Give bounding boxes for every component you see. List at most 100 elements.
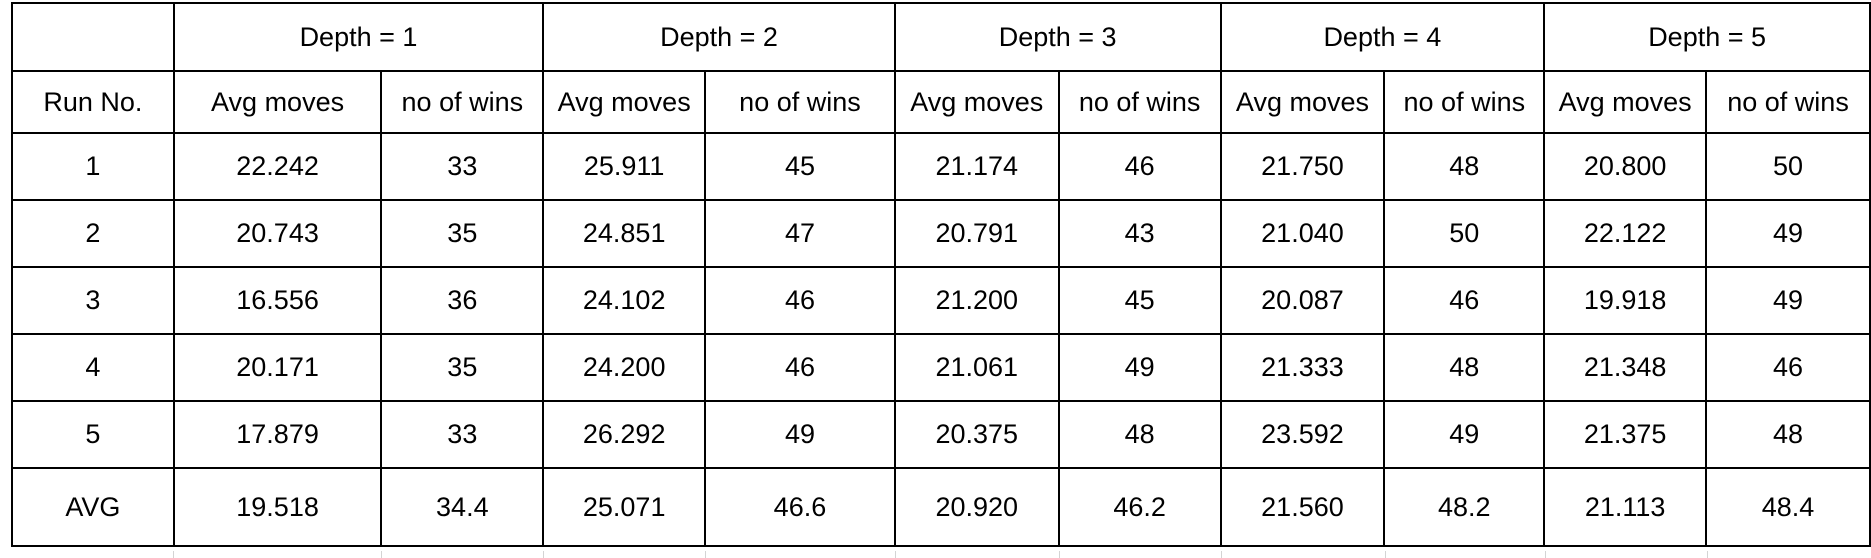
average-cell[interactable]: 19.518 [172, 467, 383, 547]
data-cell[interactable]: 23.592 [1219, 400, 1386, 469]
data-cell[interactable]: 48 [1057, 400, 1222, 469]
table-row: 1 22.242 33 25.911 45 21.174 46 21.750 4… [11, 132, 1871, 201]
grid-divider [895, 551, 896, 558]
grid-divider [1545, 551, 1546, 558]
depth-group-header[interactable]: Depth = 5 [1543, 2, 1871, 72]
data-cell[interactable]: 46 [704, 333, 896, 402]
run-number-cell[interactable]: 5 [11, 400, 175, 469]
data-cell[interactable]: 20.791 [893, 199, 1060, 268]
data-cell[interactable]: 46 [1705, 333, 1871, 402]
data-cell[interactable]: 49 [704, 400, 896, 469]
data-cell[interactable]: 21.750 [1219, 132, 1386, 201]
column-header-row: Run No. Avg moves no of wins Avg moves n… [11, 70, 1871, 134]
data-cell[interactable]: 20.800 [1543, 132, 1708, 201]
run-number-cell[interactable]: 1 [11, 132, 175, 201]
average-cell[interactable]: 21.113 [1543, 467, 1708, 547]
average-cell[interactable]: 21.560 [1219, 467, 1386, 547]
data-cell[interactable]: 21.040 [1219, 199, 1386, 268]
grid-divider [1385, 551, 1386, 558]
header-corner-cell[interactable] [11, 2, 175, 72]
data-cell[interactable]: 26.292 [542, 400, 707, 469]
data-cell[interactable]: 24.102 [542, 266, 707, 335]
average-cell[interactable]: 48.2 [1383, 467, 1546, 547]
data-cell[interactable]: 48 [1705, 400, 1871, 469]
data-cell[interactable]: 36 [380, 266, 545, 335]
column-header[interactable]: no of wins [1705, 70, 1871, 134]
data-cell[interactable]: 20.087 [1219, 266, 1386, 335]
table-row: 5 17.879 33 26.292 49 20.375 48 23.592 4… [11, 400, 1871, 469]
grid-divider [381, 551, 382, 558]
grid-divider [1707, 551, 1708, 558]
column-header[interactable]: Avg moves [542, 70, 707, 134]
data-cell[interactable]: 17.879 [172, 400, 383, 469]
data-cell[interactable]: 50 [1705, 132, 1871, 201]
grid-divider [173, 551, 174, 558]
average-cell[interactable]: 25.071 [542, 467, 707, 547]
column-header[interactable]: no of wins [1383, 70, 1546, 134]
data-cell[interactable]: 48 [1383, 333, 1546, 402]
run-number-header[interactable]: Run No. [11, 70, 175, 134]
data-cell[interactable]: 24.851 [542, 199, 707, 268]
data-cell[interactable]: 21.174 [893, 132, 1060, 201]
data-cell[interactable]: 20.743 [172, 199, 383, 268]
data-cell[interactable]: 24.200 [542, 333, 707, 402]
data-cell[interactable]: 50 [1383, 199, 1546, 268]
data-cell[interactable]: 21.061 [893, 333, 1060, 402]
data-cell[interactable]: 21.200 [893, 266, 1060, 335]
data-cell[interactable]: 43 [1057, 199, 1222, 268]
data-cell[interactable]: 47 [704, 199, 896, 268]
data-cell[interactable]: 45 [1057, 266, 1222, 335]
table-row: 4 20.171 35 24.200 46 21.061 49 21.333 4… [11, 333, 1871, 402]
run-number-cell[interactable]: 3 [11, 266, 175, 335]
grid-divider [543, 551, 544, 558]
data-cell[interactable]: 33 [380, 132, 545, 201]
data-cell[interactable]: 33 [380, 400, 545, 469]
grid-divider [705, 551, 706, 558]
results-table: Depth = 1 Depth = 2 Depth = 3 Depth = 4 … [11, 2, 1871, 547]
depth-group-header[interactable]: Depth = 2 [542, 2, 896, 72]
data-cell[interactable]: 49 [1705, 266, 1871, 335]
average-cell[interactable]: 34.4 [380, 467, 545, 547]
grid-divider [1221, 551, 1222, 558]
column-header[interactable]: no of wins [704, 70, 896, 134]
data-cell[interactable]: 21.333 [1219, 333, 1386, 402]
data-cell[interactable]: 46 [1383, 266, 1546, 335]
run-number-cell[interactable]: 4 [11, 333, 175, 402]
depth-group-header[interactable]: Depth = 4 [1219, 2, 1546, 72]
data-cell[interactable]: 22.242 [172, 132, 383, 201]
data-cell[interactable]: 20.375 [893, 400, 1060, 469]
data-cell[interactable]: 22.122 [1543, 199, 1708, 268]
data-cell[interactable]: 48 [1383, 132, 1546, 201]
column-header[interactable]: no of wins [380, 70, 545, 134]
data-cell[interactable]: 19.918 [1543, 266, 1708, 335]
data-cell[interactable]: 25.911 [542, 132, 707, 201]
column-header[interactable]: Avg moves [1543, 70, 1708, 134]
data-cell[interactable]: 46 [704, 266, 896, 335]
data-cell[interactable]: 49 [1383, 400, 1546, 469]
average-cell[interactable]: 46.6 [704, 467, 896, 547]
data-cell[interactable]: 35 [380, 333, 545, 402]
data-cell[interactable]: 46 [1057, 132, 1222, 201]
data-cell[interactable]: 35 [380, 199, 545, 268]
average-row: AVG 19.518 34.4 25.071 46.6 20.920 46.2 … [11, 467, 1871, 547]
column-header[interactable]: no of wins [1057, 70, 1222, 134]
data-cell[interactable]: 16.556 [172, 266, 383, 335]
data-cell[interactable]: 45 [704, 132, 896, 201]
data-cell[interactable]: 49 [1057, 333, 1222, 402]
depth-group-header[interactable]: Depth = 3 [893, 2, 1222, 72]
average-cell[interactable]: 46.2 [1057, 467, 1222, 547]
table-row: 2 20.743 35 24.851 47 20.791 43 21.040 5… [11, 199, 1871, 268]
column-header[interactable]: Avg moves [1219, 70, 1386, 134]
run-number-cell[interactable]: 2 [11, 199, 175, 268]
depth-group-header[interactable]: Depth = 1 [172, 2, 545, 72]
average-cell[interactable]: 20.920 [893, 467, 1060, 547]
data-cell[interactable]: 49 [1705, 199, 1871, 268]
average-label-cell[interactable]: AVG [11, 467, 175, 547]
data-cell[interactable]: 21.375 [1543, 400, 1708, 469]
column-header[interactable]: Avg moves [893, 70, 1060, 134]
average-cell[interactable]: 48.4 [1705, 467, 1871, 547]
data-cell[interactable]: 21.348 [1543, 333, 1708, 402]
column-header[interactable]: Avg moves [172, 70, 383, 134]
data-cell[interactable]: 20.171 [172, 333, 383, 402]
